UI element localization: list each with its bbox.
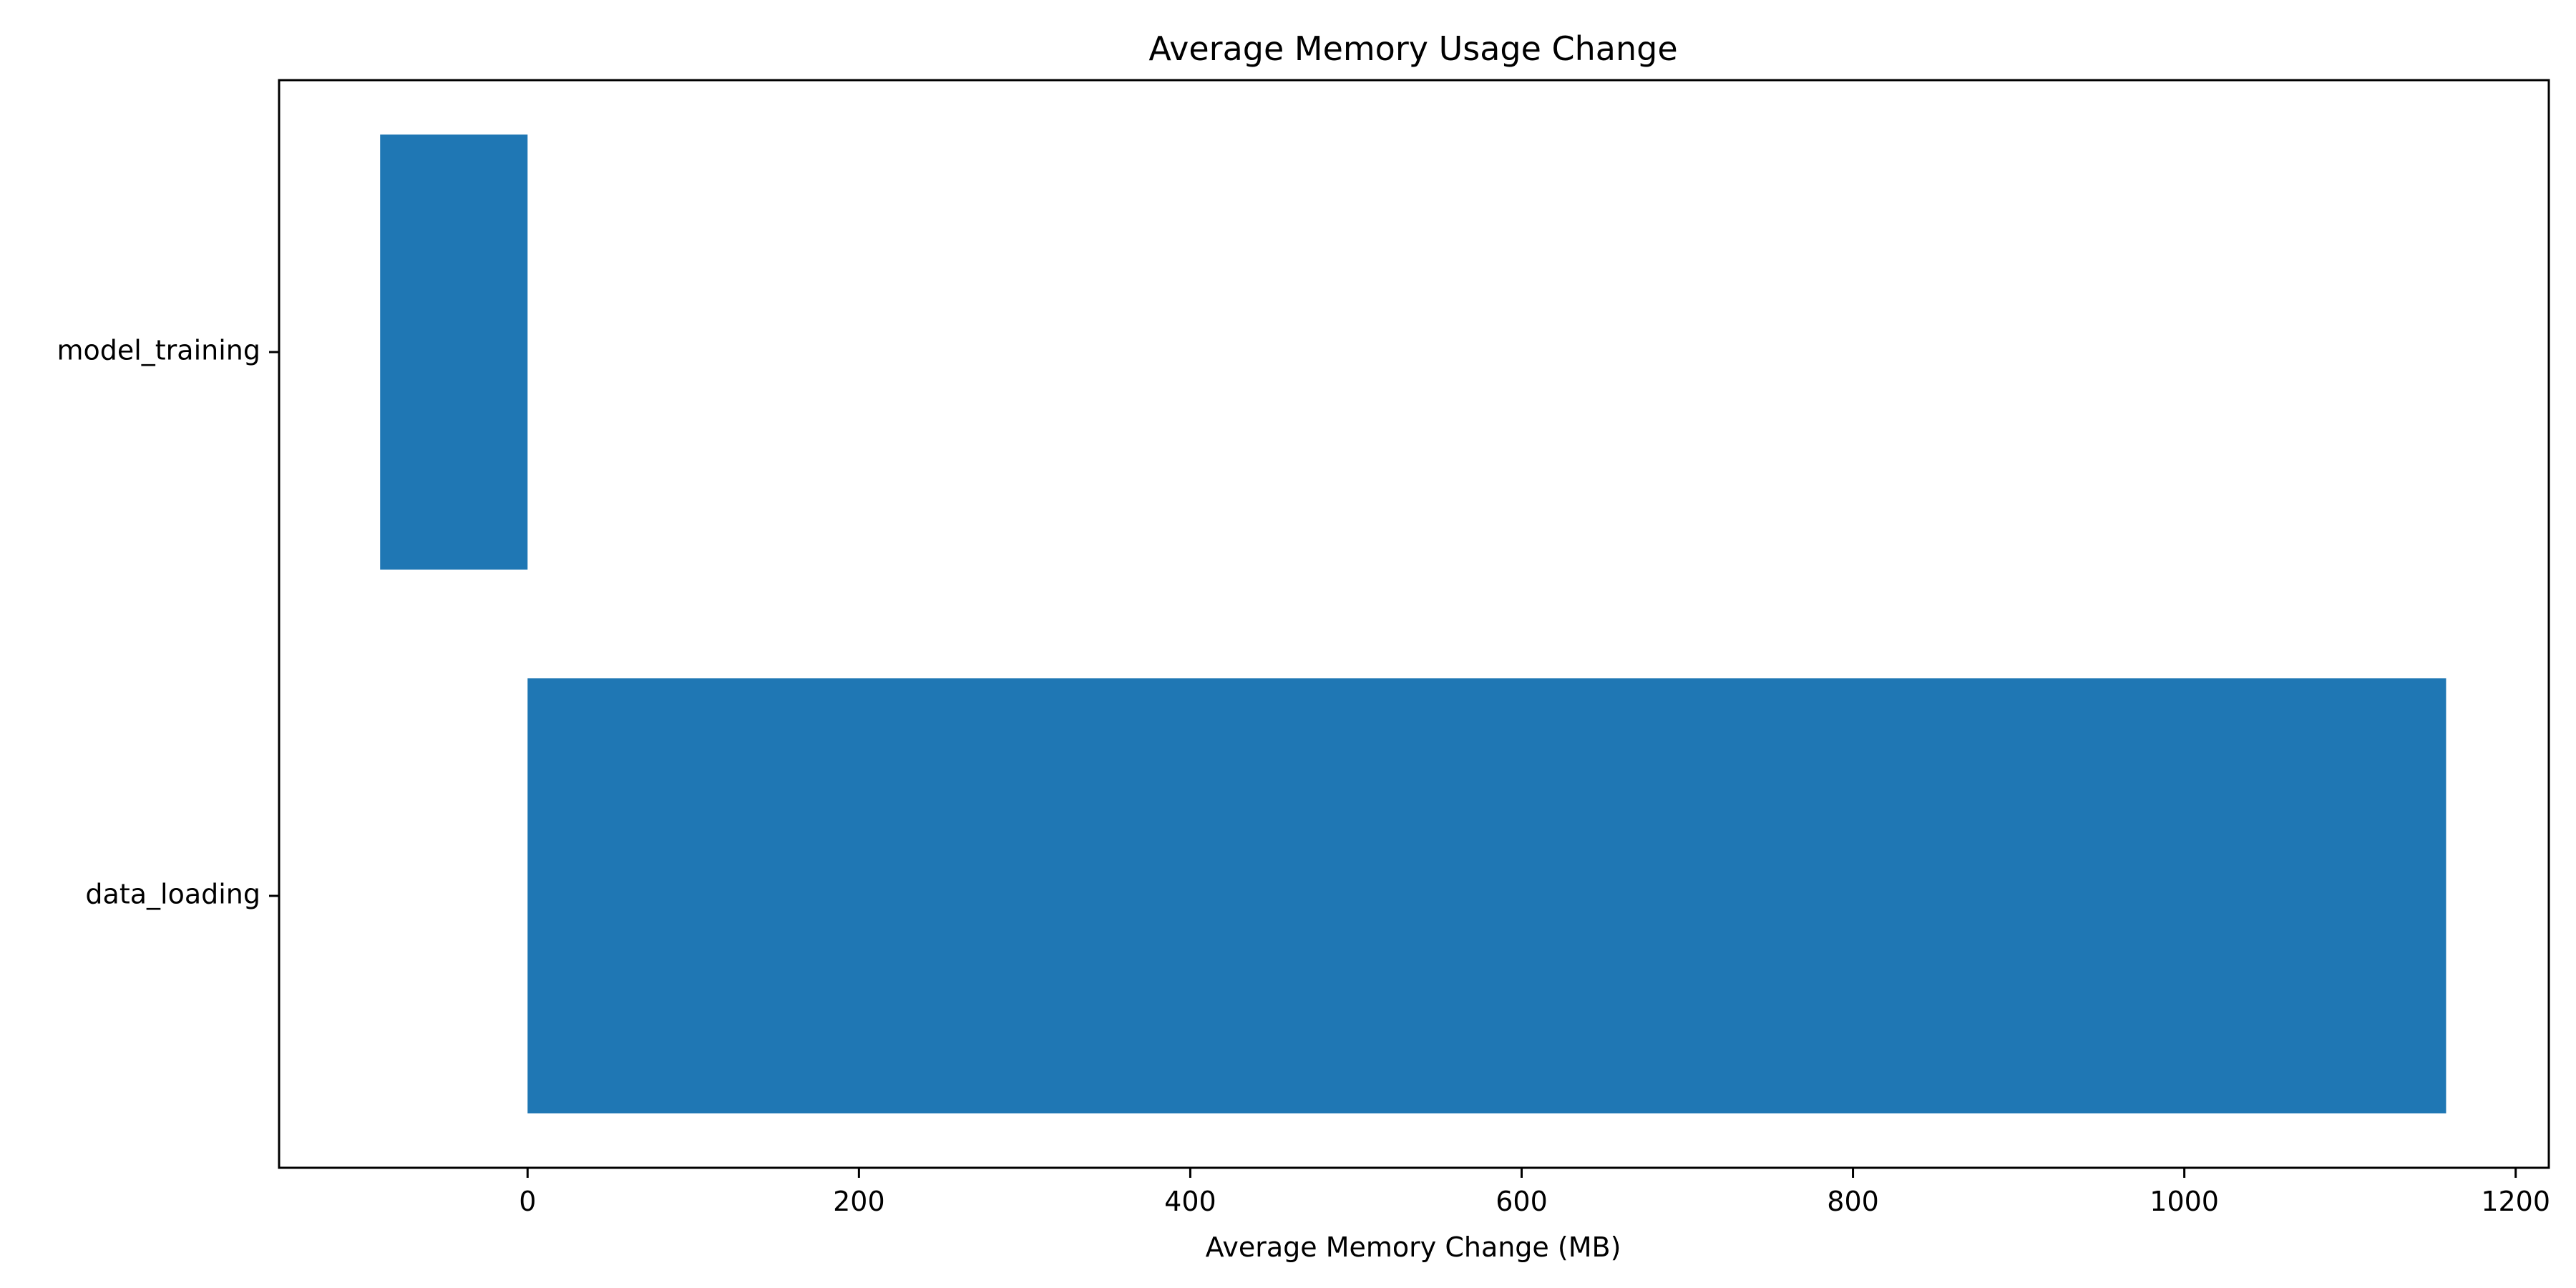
bar-model_training — [380, 135, 528, 570]
x-axis-label: Average Memory Change (MB) — [1206, 1231, 1621, 1263]
x-tick-label: 400 — [1164, 1186, 1216, 1217]
x-tick-label: 800 — [1827, 1186, 1879, 1217]
x-tick-label: 600 — [1496, 1186, 1548, 1217]
x-tick-label: 1000 — [2150, 1186, 2219, 1217]
x-axis-ticks: 0 200 400 600 800 1000 1200 — [519, 1168, 2550, 1217]
y-axis-ticks: model_training data_loading — [57, 335, 279, 910]
x-tick-label: 0 — [519, 1186, 536, 1217]
chart-title: Average Memory Usage Change — [1148, 29, 1677, 68]
y-tick-label: model_training — [57, 335, 260, 366]
plot-frame — [278, 79, 2550, 1169]
x-tick-label: 200 — [833, 1186, 885, 1217]
bars — [380, 135, 2446, 1113]
x-tick-label: 1200 — [2481, 1186, 2550, 1217]
y-tick-label: data_loading — [85, 879, 260, 910]
bar-data_loading — [527, 678, 2446, 1113]
